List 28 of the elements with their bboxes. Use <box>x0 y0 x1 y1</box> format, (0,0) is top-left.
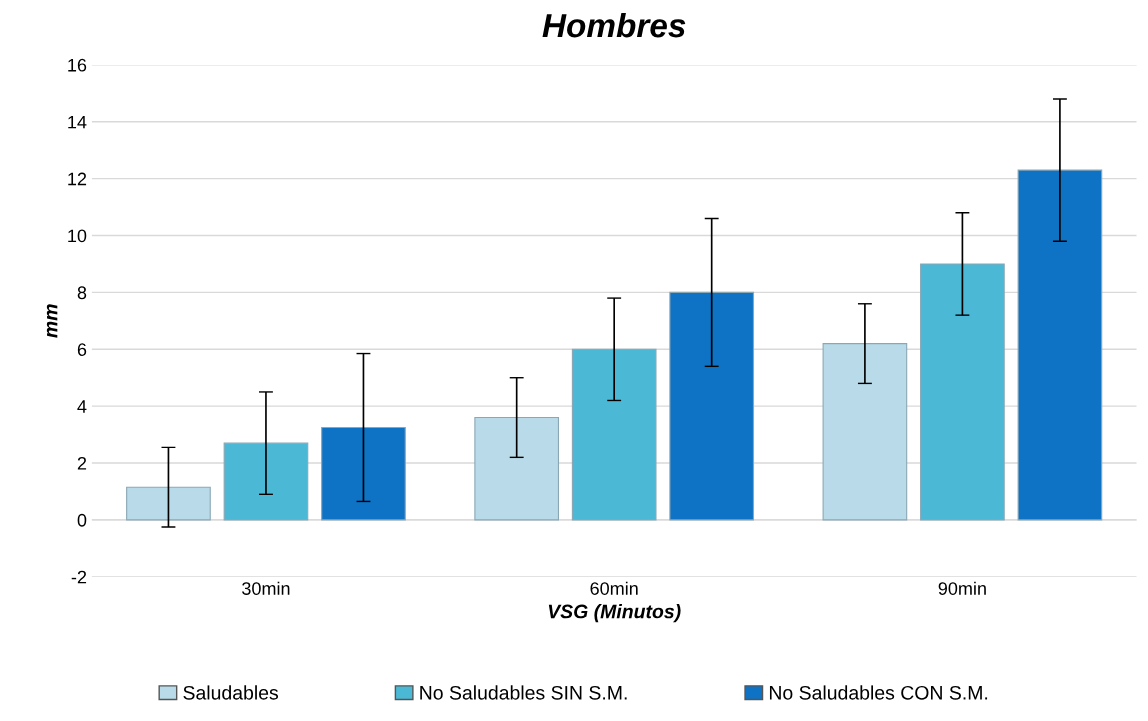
y-tick-label: 12 <box>68 172 87 186</box>
bar <box>571 348 657 521</box>
y-tick-label: 14 <box>68 115 87 129</box>
bar <box>126 486 211 521</box>
y-tick-label: 6 <box>77 343 87 356</box>
y-axis-title: mm <box>46 304 58 338</box>
legend-label: Saludables <box>183 685 279 700</box>
y-tick-label: 8 <box>77 286 87 300</box>
chart-title: Hombres <box>542 12 686 38</box>
bar <box>920 263 1005 521</box>
bar <box>474 416 560 521</box>
x-tick-label: 90min <box>938 581 986 595</box>
y-tick-label: 2 <box>77 456 87 470</box>
y-tick-label: 10 <box>68 229 87 243</box>
bar <box>321 426 406 521</box>
y-tick-label: 0 <box>77 513 87 527</box>
x-tick-label: 30min <box>242 581 290 595</box>
legend-label: No Saludables CON S.M. <box>769 685 988 700</box>
x-tick-label: 60min <box>590 581 638 595</box>
x-axis-title: VSG (Minutos) <box>548 604 681 623</box>
bar <box>1017 169 1103 521</box>
y-tick-label: -2 <box>71 570 87 584</box>
bar <box>669 291 755 521</box>
legend-label: No Saludables SIN S.M. <box>420 685 627 700</box>
y-tick-label: 4 <box>77 400 87 413</box>
y-tick-label: 16 <box>68 58 87 72</box>
bar <box>223 442 309 521</box>
bar <box>822 343 908 521</box>
